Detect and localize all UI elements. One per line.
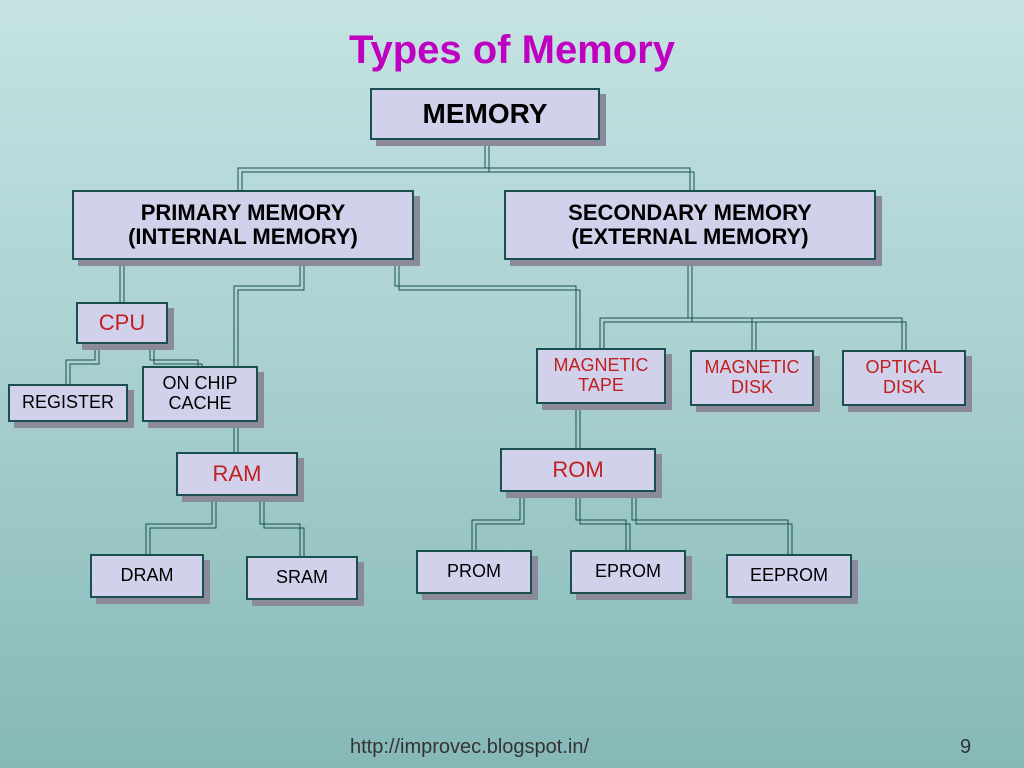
node-ram: RAM	[176, 452, 298, 496]
node-eeprom: EEPROM	[726, 554, 852, 598]
node-memory-line: MEMORY	[423, 99, 548, 130]
node-magdisk-line: MAGNETIC	[704, 358, 799, 378]
node-memory: MEMORY	[370, 88, 600, 140]
node-primary: PRIMARY MEMORY(INTERNAL MEMORY)	[72, 190, 414, 260]
footer-page-number: 9	[960, 736, 971, 759]
node-cpu-line: CPU	[99, 311, 145, 335]
node-secondary-line: SECONDARY MEMORY	[568, 201, 812, 225]
node-cpu: CPU	[76, 302, 168, 344]
node-optdisk-line: DISK	[883, 378, 925, 398]
node-sram-line: SRAM	[276, 568, 328, 588]
node-dram-line: DRAM	[121, 566, 174, 586]
node-ram-line: RAM	[213, 462, 262, 486]
node-oncache: ON CHIPCACHE	[142, 366, 258, 422]
node-oncache-line: CACHE	[168, 394, 231, 414]
node-eprom: EPROM	[570, 550, 686, 594]
node-primary-line: (INTERNAL MEMORY)	[128, 225, 358, 249]
node-register-line: REGISTER	[22, 393, 114, 413]
node-prom: PROM	[416, 550, 532, 594]
node-dram: DRAM	[90, 554, 204, 598]
node-oncache-line: ON CHIP	[162, 374, 237, 394]
node-register: REGISTER	[8, 384, 128, 422]
node-sram: SRAM	[246, 556, 358, 600]
node-eeprom-line: EEPROM	[750, 566, 828, 586]
node-optdisk: OPTICALDISK	[842, 350, 966, 406]
node-rom-line: ROM	[552, 458, 603, 482]
slide-title: Types of Memory	[0, 28, 1024, 73]
node-rom: ROM	[500, 448, 656, 492]
node-optdisk-line: OPTICAL	[865, 358, 942, 378]
node-prom-line: PROM	[447, 562, 501, 582]
node-magtape-line: TAPE	[578, 376, 624, 396]
node-secondary-line: (EXTERNAL MEMORY)	[571, 225, 808, 249]
node-primary-line: PRIMARY MEMORY	[141, 201, 346, 225]
node-magdisk-line: DISK	[731, 378, 773, 398]
footer-url: http://improvec.blogspot.in/	[350, 736, 589, 759]
node-secondary: SECONDARY MEMORY(EXTERNAL MEMORY)	[504, 190, 876, 260]
node-magdisk: MAGNETICDISK	[690, 350, 814, 406]
node-magtape: MAGNETICTAPE	[536, 348, 666, 404]
node-magtape-line: MAGNETIC	[553, 356, 648, 376]
node-eprom-line: EPROM	[595, 562, 661, 582]
